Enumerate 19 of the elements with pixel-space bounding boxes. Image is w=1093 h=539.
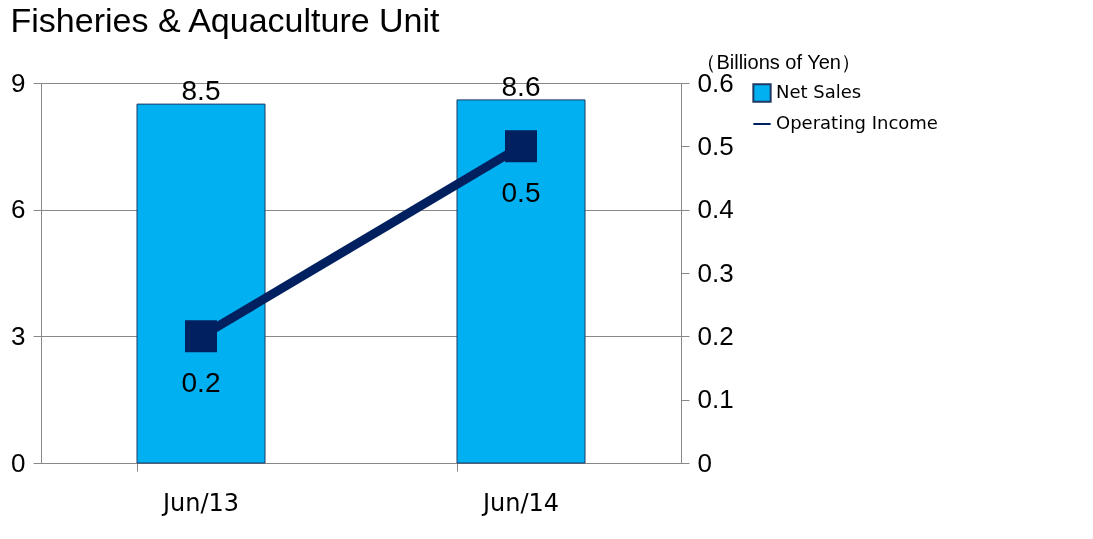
y2-tick-label: 0.5: [697, 130, 734, 161]
y-tick-label: 9: [11, 67, 26, 98]
y2-tick-label: 0.1: [697, 384, 734, 415]
y-tick-label: 6: [11, 194, 26, 225]
y2-tick-label: 0: [697, 447, 712, 478]
chart-title: Fisheries & Aquaculture Unit: [10, 1, 441, 39]
data-label: 8.6: [501, 70, 541, 102]
x-tick-label: Jun/13: [160, 488, 240, 517]
legend-label: Operating Income: [776, 112, 938, 133]
y2-tick-label: 0.2: [697, 320, 734, 351]
data-label: 0.2: [181, 367, 221, 399]
data-label: 8.5: [181, 75, 221, 107]
x-tick-label: Jun/14: [480, 488, 560, 517]
y-tick-label: 0: [11, 447, 26, 478]
y2-tick-label: 0.3: [697, 257, 734, 288]
y2-tick-label: 0.4: [697, 194, 734, 225]
y-tick-label: 3: [11, 320, 26, 351]
legend-label: Net Sales: [776, 81, 862, 102]
data-label: 0.5: [501, 177, 541, 209]
